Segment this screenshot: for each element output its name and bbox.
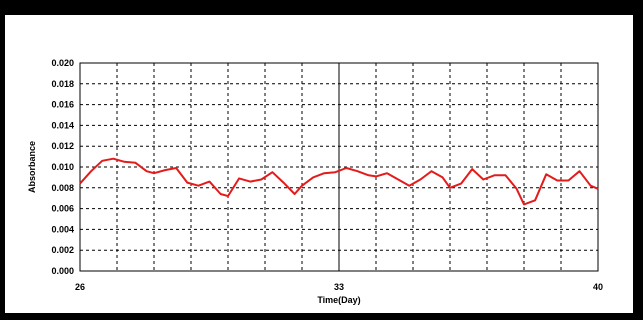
series-line — [79, 157, 599, 206]
x-axis-label: Time(Day) — [317, 295, 360, 305]
y-tick-label: 0.002 — [51, 245, 74, 255]
x-tick-labels: 26 33 40 — [75, 282, 603, 292]
y-tick-labels: 0.000 0.002 0.004 0.006 0.008 0.010 0.012 0.014… — [51, 58, 74, 276]
y-tick-label: 0.010 — [51, 162, 74, 172]
y-tick-label: 0.006 — [51, 204, 74, 214]
chart-frame: 0.000 0.002 0.004 0.006 0.008 0.010 0.012 0.014… — [5, 15, 633, 313]
y-tick-label: 0.018 — [51, 79, 74, 89]
y-tick-label: 0.004 — [51, 224, 74, 234]
x-tick-label: 33 — [334, 282, 344, 292]
x-tick-label: 40 — [593, 282, 603, 292]
absorbance-chart: 0.000 0.002 0.004 0.006 0.008 0.010 0.012 0.014… — [27, 58, 603, 305]
x-tick-label: 26 — [75, 282, 85, 292]
y-tick-label: 0.008 — [51, 183, 74, 193]
y-tick-label: 0.020 — [51, 58, 74, 68]
y-tick-label: 0.016 — [51, 100, 74, 110]
y-tick-label: 0.012 — [51, 141, 74, 151]
y-axis-label: Absorbance — [27, 141, 37, 193]
y-tick-label: 0.014 — [51, 120, 74, 130]
y-tick-label: 0.000 — [51, 266, 74, 276]
